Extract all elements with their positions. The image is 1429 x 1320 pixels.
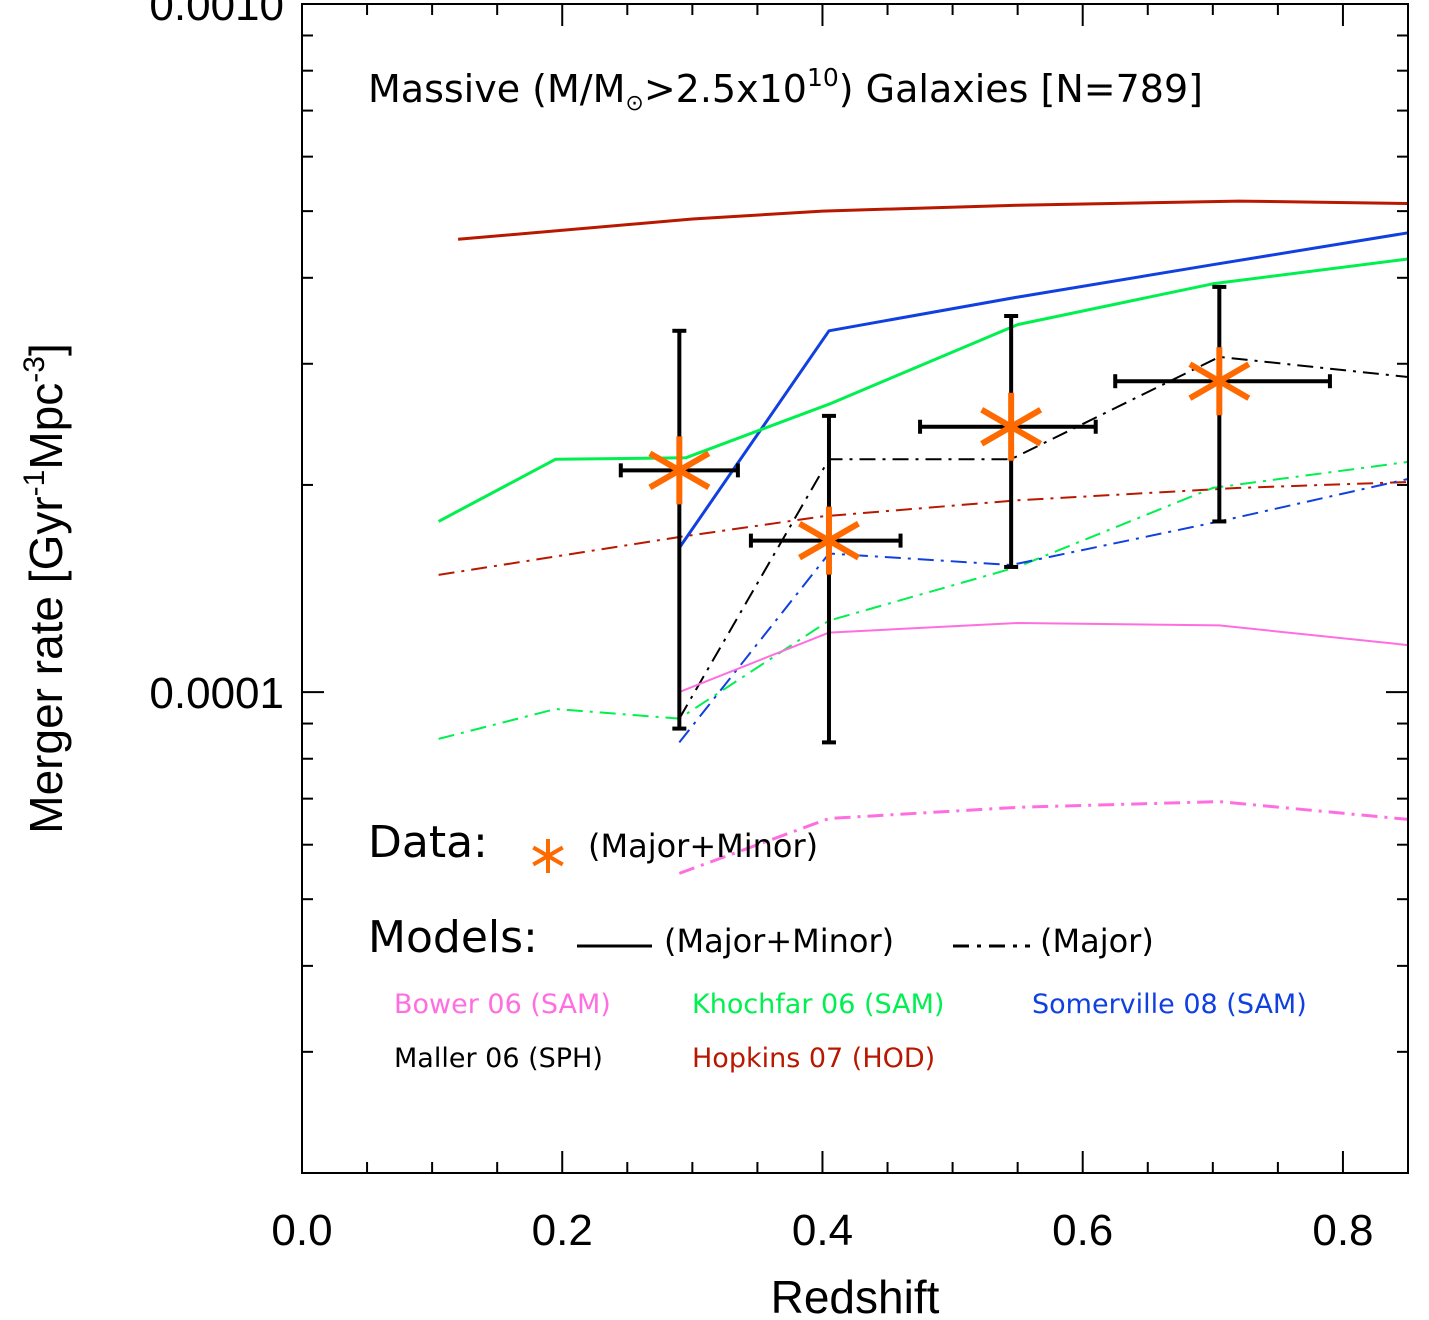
data-point-star xyxy=(980,392,1043,461)
series-line-bower-major xyxy=(678,800,1409,875)
legend-star-icon xyxy=(532,839,564,873)
series-line-hopkins-major-minor xyxy=(457,199,1409,241)
legend-solid-desc: (Major+Minor) xyxy=(664,922,894,960)
plot-frame xyxy=(301,3,1409,1174)
y-label-exp2: -3 xyxy=(18,356,51,383)
marker-layer xyxy=(648,347,1251,575)
legend-dashdot-desc: (Major) xyxy=(1040,922,1154,960)
series-line-bower-major-minor xyxy=(678,622,1409,694)
star-stroke xyxy=(798,521,860,561)
series-line-somerville-major-minor xyxy=(678,231,1409,549)
y-tick-label: 0.0001 xyxy=(149,669,284,718)
tick-layer xyxy=(301,3,1409,1174)
legend-entries: Bower 06 (SAM) Khochfar 06 (SAM) Somervill… xyxy=(394,989,1307,1074)
series-line-maller-major xyxy=(678,355,1409,720)
x-tick-label: 0.6 xyxy=(1052,1206,1113,1255)
legend-entry: Bower 06 (SAM) xyxy=(394,989,611,1020)
series-layer xyxy=(437,199,1409,875)
x-tick-label: 0.4 xyxy=(792,1206,853,1255)
sample-annotation: Massive (M/M⊙>2.5x1010) Galaxies [N=789] xyxy=(368,63,1203,116)
legend-entry: Maller 06 (SPH) xyxy=(394,1043,603,1074)
series-line-khochfar-major xyxy=(438,460,1409,740)
series-line-somerville-major xyxy=(678,478,1409,744)
y-label-end: ] xyxy=(20,343,72,356)
star-stroke xyxy=(1188,361,1251,401)
series-line-khochfar-major-minor xyxy=(437,257,1409,523)
y-label-main: Merger rate [Gyr xyxy=(20,496,72,833)
legend-entry: Hopkins 07 (HOD) xyxy=(692,1043,935,1074)
data-point-star xyxy=(1188,347,1251,416)
annotation-middle: >2.5x10 xyxy=(644,67,807,111)
y-label-mid: Mpc xyxy=(20,383,72,470)
x-tick-label: 0.2 xyxy=(532,1206,593,1255)
star-stroke xyxy=(648,450,711,490)
legend-models-label: Models: xyxy=(368,912,538,963)
annotation-sun: ⊙ xyxy=(625,91,643,116)
annotation-prefix: Massive (M/M xyxy=(368,67,625,111)
series-line-hopkins-major xyxy=(438,481,1409,576)
x-tick-label: 0.8 xyxy=(1312,1206,1373,1255)
y-label-exp1: -1 xyxy=(18,470,51,497)
annotation-suffix: ) Galaxies [N=789] xyxy=(839,67,1203,111)
star-stroke xyxy=(532,845,564,867)
legend-data-marker xyxy=(532,839,564,873)
ticklabel-layer: 0.0 0.2 0.4 0.6 0.8 0.0001 0.0010 xyxy=(149,0,1373,1255)
data-point-star xyxy=(798,506,860,575)
x-tick-label: 0.0 xyxy=(271,1206,332,1255)
annotation-exponent: 10 xyxy=(807,63,839,92)
x-axis-label: Redshift xyxy=(771,1271,940,1320)
legend-data-desc: (Major+Minor) xyxy=(588,827,818,865)
legend-entry: Somerville 08 (SAM) xyxy=(1032,989,1307,1020)
star-stroke xyxy=(980,407,1043,447)
legend-entry: Khochfar 06 (SAM) xyxy=(692,989,944,1020)
y-axis-label: Merger rate [Gyr-1Mpc-3] xyxy=(18,343,72,833)
legend-data-label: Data: xyxy=(368,817,488,868)
data-point-star xyxy=(648,436,711,505)
y-tick-label: 0.0010 xyxy=(149,0,284,30)
legend: Data: (Major+Minor) Models: (Major+Minor… xyxy=(368,817,1307,1074)
